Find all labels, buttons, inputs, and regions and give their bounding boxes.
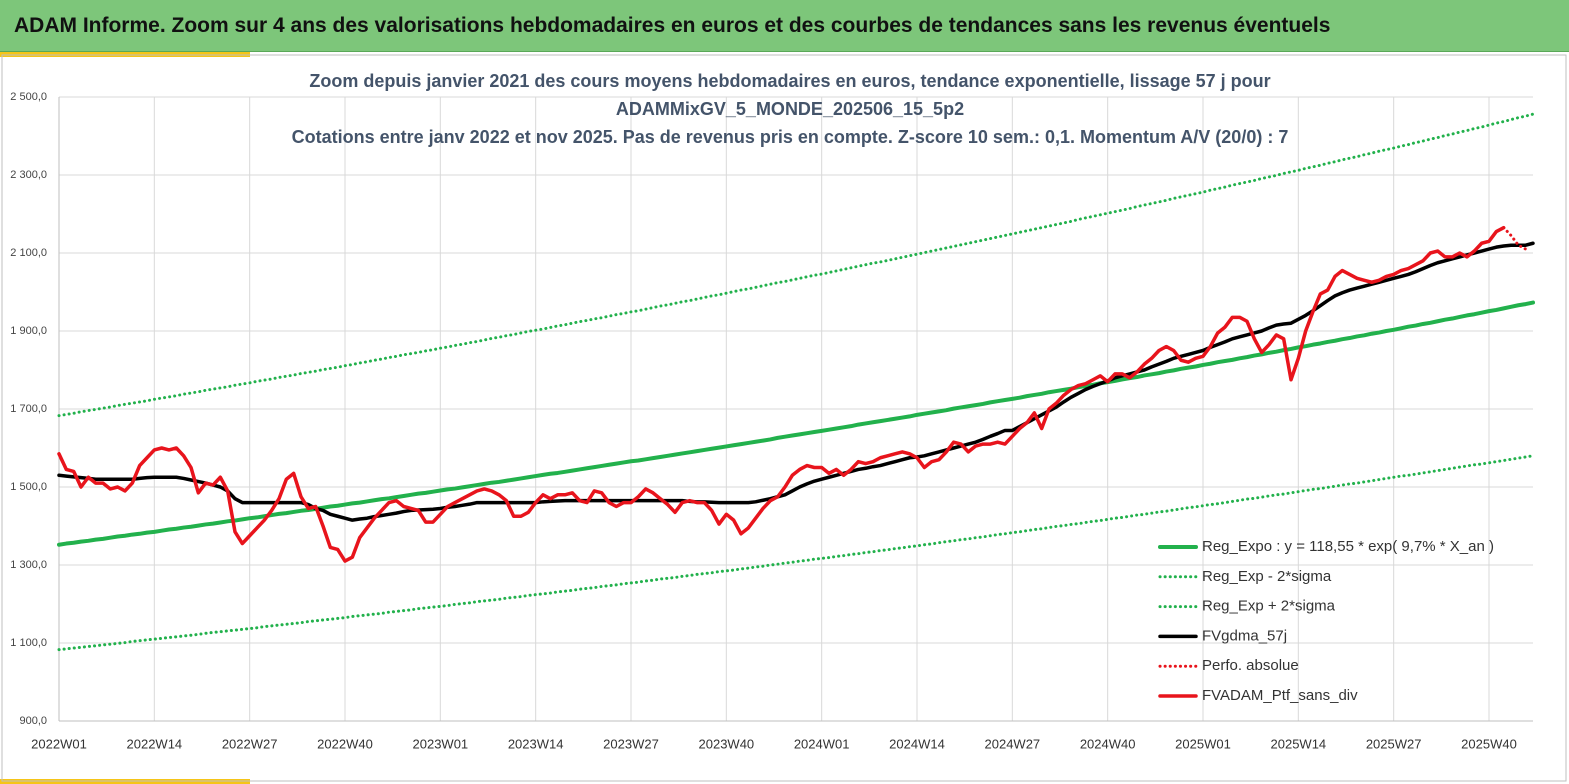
y-tick-label: 1 100,0 [10, 637, 47, 649]
x-tick-label: 2023W01 [413, 736, 469, 751]
x-tick-label: 2023W27 [603, 736, 659, 751]
legend-label: Reg_Exp - 2*sigma [1202, 568, 1332, 585]
x-tick-label: 2025W14 [1271, 736, 1327, 751]
x-tick-label: 2025W27 [1366, 736, 1422, 751]
y-tick-label: 1 900,0 [10, 325, 47, 337]
chart-frame [1, 54, 1567, 782]
x-tick-label: 2023W40 [699, 736, 755, 751]
series-line [57, 300, 1535, 547]
banner: ADAM Informe. Zoom sur 4 ans des valoris… [0, 0, 1569, 52]
chart-title: Zoom depuis janvier 2021 des cours moyen… [309, 71, 1270, 91]
x-tick-label: 2022W01 [31, 736, 87, 751]
y-tick-label: 2 100,0 [10, 247, 47, 259]
legend-label: Perfo. absolue [1202, 657, 1299, 674]
page-title: ADAM Informe. Zoom sur 4 ans des valoris… [14, 14, 1331, 37]
x-tick-label: 2024W01 [794, 736, 850, 751]
legend-label: FVADAM_Ptf_sans_div [1202, 687, 1358, 704]
y-tick-label: 1 300,0 [10, 559, 47, 571]
x-tick-label: 2022W27 [222, 736, 278, 751]
series-line [1502, 226, 1528, 251]
grid [58, 96, 1533, 722]
y-tick-label: 1 700,0 [10, 403, 47, 415]
series-line [57, 241, 1535, 522]
chart-title: ADAMMixGV_5_MONDE_202506_15_5p2 [616, 99, 964, 119]
series-line [57, 112, 1535, 418]
chart-title: Cotations entre janv 2022 et nov 2025. P… [292, 127, 1289, 147]
plot [57, 112, 1535, 652]
x-tick-label: 2025W40 [1461, 736, 1517, 751]
y-tick-label: 2 500,0 [10, 91, 47, 103]
legend-label: Reg_Expo : y = 118,55 * exp( 9,7% * X_an… [1202, 538, 1494, 555]
x-tick-label: 2023W14 [508, 736, 564, 751]
series-line [57, 454, 1535, 652]
y-tick-label: 2 300,0 [10, 169, 47, 181]
y-tick-label: 900,0 [19, 715, 47, 727]
labels: Zoom depuis janvier 2021 des cours moyen… [10, 71, 1517, 752]
x-tick-label: 2025W01 [1175, 736, 1231, 751]
legend-label: FVgdma_57j [1202, 627, 1287, 644]
series-line [57, 225, 1506, 563]
x-tick-label: 2022W14 [127, 736, 183, 751]
x-tick-label: 2024W40 [1080, 736, 1136, 751]
x-tick-label: 2022W40 [317, 736, 373, 751]
legend-label: Reg_Exp + 2*sigma [1202, 598, 1336, 615]
x-tick-label: 2024W14 [889, 736, 945, 751]
y-tick-label: 1 500,0 [10, 481, 47, 493]
x-tick-label: 2024W27 [985, 736, 1041, 751]
